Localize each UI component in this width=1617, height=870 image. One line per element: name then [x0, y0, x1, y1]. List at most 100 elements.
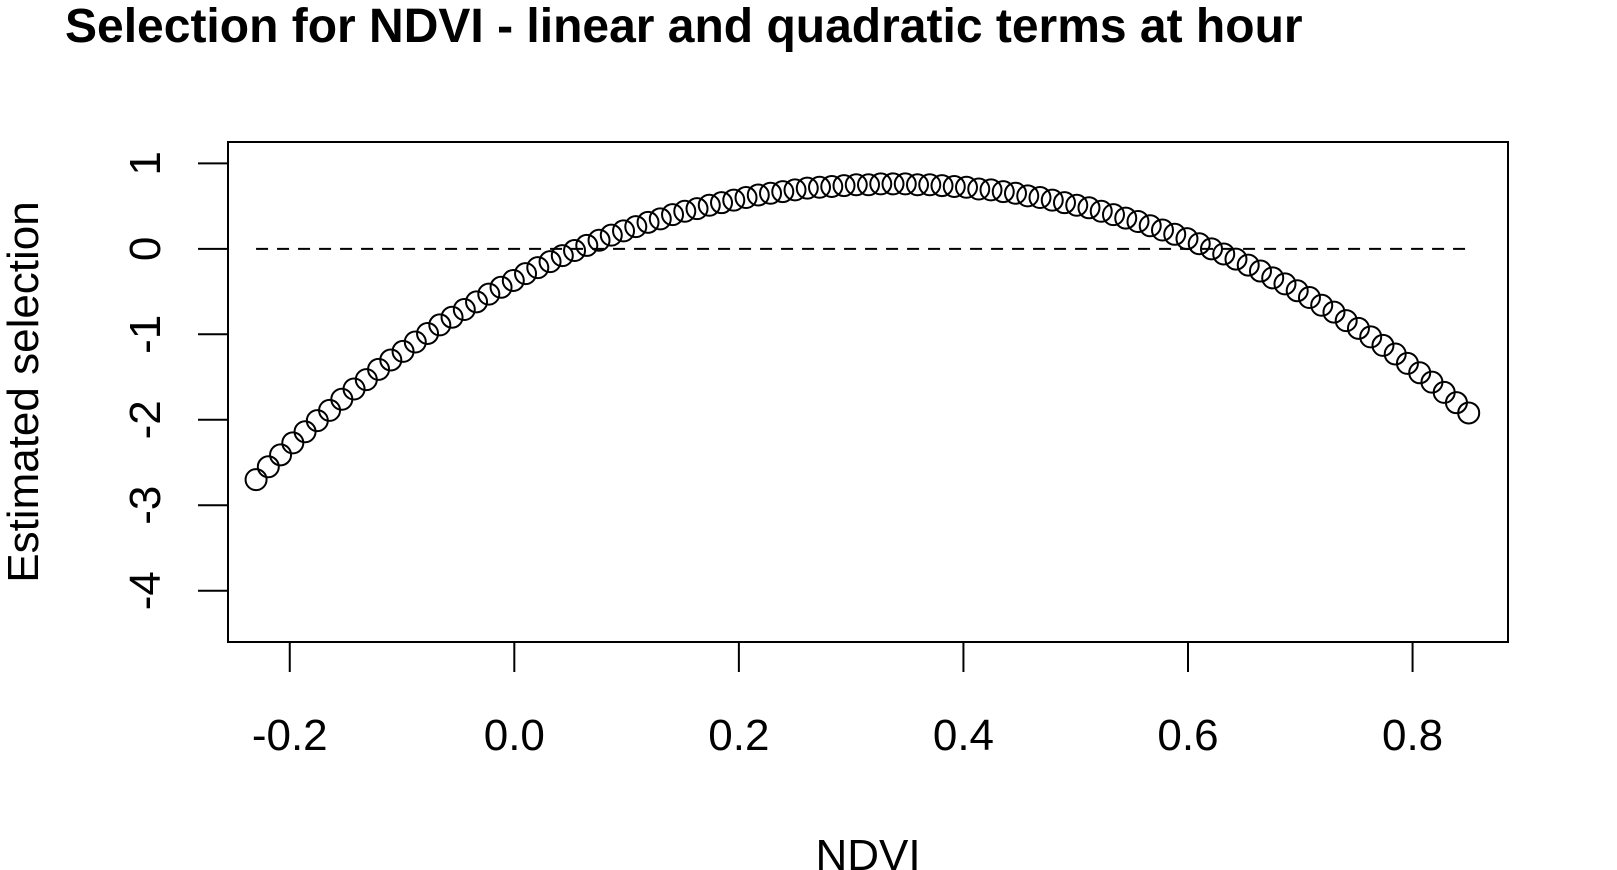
data-point — [697, 193, 721, 217]
data-point — [1346, 316, 1370, 340]
data-point — [1138, 214, 1162, 238]
data-point — [636, 210, 660, 234]
data-point — [808, 175, 832, 199]
data-point — [612, 219, 636, 243]
data-point — [1126, 209, 1150, 233]
x-tick-label: -0.2 — [252, 711, 328, 760]
data-point — [403, 330, 427, 354]
data-point — [428, 313, 452, 337]
data-point — [820, 174, 844, 198]
data-point — [599, 223, 623, 247]
data-point — [661, 203, 685, 227]
data-point — [918, 173, 942, 197]
data-point — [575, 233, 599, 257]
x-tick-label: 0.6 — [1157, 711, 1218, 760]
data-point — [452, 298, 476, 322]
data-point — [1261, 266, 1285, 290]
x-tick-label: 0.2 — [708, 711, 769, 760]
data-point — [269, 443, 293, 467]
y-axis-label: Estimated selection — [0, 201, 48, 583]
data-point — [795, 176, 819, 200]
data-point — [685, 197, 709, 221]
data-point — [1003, 181, 1027, 205]
data-point — [244, 468, 268, 492]
data-point — [942, 174, 966, 198]
data-point — [1016, 184, 1040, 208]
y-tick-label: -3 — [121, 486, 170, 525]
data-point — [526, 256, 550, 280]
data-point — [550, 244, 574, 268]
data-point — [1114, 206, 1138, 230]
data-point — [1248, 259, 1272, 283]
data-point — [379, 348, 403, 372]
data-point — [1212, 242, 1236, 266]
data-point — [1187, 232, 1211, 256]
data-point — [1199, 237, 1223, 261]
data-point — [256, 455, 280, 479]
data-point — [893, 172, 917, 196]
data-point — [1163, 222, 1187, 246]
data-point — [783, 178, 807, 202]
data-point — [844, 173, 868, 197]
data-point — [489, 275, 513, 299]
data-point — [746, 183, 770, 207]
data-point — [771, 180, 795, 204]
data-point — [416, 321, 440, 345]
data-point — [1028, 186, 1052, 210]
data-point — [722, 188, 746, 212]
data-point — [538, 250, 562, 274]
y-tick-label: 1 — [121, 151, 170, 175]
data-point — [1371, 333, 1395, 357]
plot-frame — [227, 141, 1509, 643]
data-point — [1101, 203, 1125, 227]
data-point — [832, 174, 856, 198]
data-point — [979, 178, 1003, 202]
data-point — [465, 290, 489, 314]
data-point — [991, 180, 1015, 204]
data-point — [759, 181, 783, 205]
x-tick-label: 0.8 — [1382, 711, 1443, 760]
data-point — [1273, 272, 1297, 296]
data-point — [1040, 188, 1064, 212]
data-point — [881, 172, 905, 196]
data-point — [440, 305, 464, 329]
data-point — [869, 172, 893, 196]
chart-title: Selection for NDVI - linear and quadrati… — [65, 0, 1303, 53]
data-point — [293, 420, 317, 444]
data-point — [1224, 247, 1248, 271]
data-point — [1334, 309, 1358, 333]
data-point — [1077, 196, 1101, 220]
data-point — [477, 282, 501, 306]
data-point — [648, 207, 672, 231]
data-point — [587, 228, 611, 252]
data-point — [967, 177, 991, 201]
y-tick-label: -1 — [121, 315, 170, 354]
data-point — [673, 199, 697, 223]
data-point — [1175, 227, 1199, 251]
data-points — [244, 172, 1481, 492]
data-point — [1359, 325, 1383, 349]
data-point — [1457, 401, 1481, 425]
data-point — [1065, 193, 1089, 217]
x-tick-label: 0.0 — [484, 711, 545, 760]
data-point — [1150, 218, 1174, 242]
data-point — [563, 239, 587, 263]
data-point — [1236, 253, 1260, 277]
data-point — [514, 262, 538, 286]
data-point — [1310, 293, 1334, 317]
y-tick-label: -2 — [121, 400, 170, 439]
y-axis: -4 -3 -2 -1 0 1 — [121, 151, 229, 610]
data-point — [1322, 300, 1346, 324]
data-point — [734, 186, 758, 210]
data-point — [930, 174, 954, 198]
data-point — [281, 431, 305, 455]
data-point — [501, 268, 525, 292]
x-axis-label: NDVI — [815, 831, 920, 870]
data-point — [1089, 199, 1113, 223]
data-point — [1052, 191, 1076, 215]
y-tick-label: -4 — [121, 571, 170, 610]
x-axis: -0.2 0.0 0.2 0.4 0.6 0.8 — [252, 641, 1443, 760]
data-point — [1285, 279, 1309, 303]
data-point — [906, 173, 930, 197]
